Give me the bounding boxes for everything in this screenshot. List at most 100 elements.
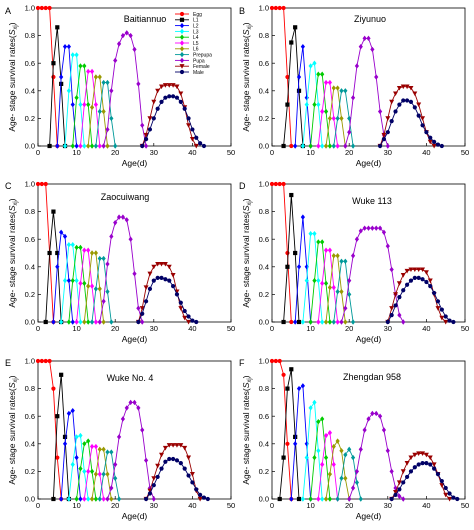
data-point [178,443,184,448]
series-l3 [59,242,83,325]
data-point [347,129,352,135]
data-point [389,468,394,475]
data-point [86,68,91,75]
data-point [404,84,410,90]
chart-panel-b: 0 10 20 30 40 50 0.0 0.2 0.4 0.6 0.8 1.0 Age(d) Age- … [239,4,469,168]
data-point [377,413,383,419]
series-line [60,409,81,500]
data-point [393,91,399,97]
data-point [397,487,402,492]
data-point [151,483,156,488]
data-point [182,445,188,451]
y-tick-label: 1.0 [25,180,35,189]
data-point [385,448,390,454]
chart-panel-c: 0 10 20 30 40 50 0.0 0.2 0.4 0.6 0.8 1.0 Age(d) Age- … [5,180,235,344]
series-l1 [43,209,64,325]
plot-frame [37,7,232,147]
series-l5 [82,443,106,502]
data-point [136,319,141,325]
data-point [159,99,164,104]
data-point [423,270,429,275]
data-point [109,496,114,502]
data-point [97,286,102,292]
data-point [393,492,398,497]
data-point [447,491,452,496]
data-point [97,319,102,325]
data-point [350,485,356,491]
data-point [70,319,75,325]
data-point [320,108,325,115]
data-point [105,126,110,133]
data-point [350,454,356,461]
series-prepupa [93,79,118,149]
data-point [343,258,348,264]
panel-title: Wuke 113 [352,196,392,206]
data-point [101,298,106,304]
chart-panel-f: 0 10 20 30 40 50 0.0 0.2 0.4 0.6 0.8 1.0 Age(d) Age- … [239,357,469,521]
y-tick-label: 1.0 [259,357,269,366]
data-point [296,496,302,502]
legend-label: Male [193,70,204,76]
data-point [113,475,118,481]
data-point [320,496,325,502]
data-point [293,441,298,447]
data-point [424,279,429,285]
data-point [182,308,187,314]
data-point [128,399,133,406]
data-point [443,485,448,491]
data-point [74,319,79,325]
series-pupa [101,30,149,149]
series-male [136,275,199,325]
data-point [312,230,317,237]
data-point [320,143,325,149]
data-point [316,277,321,284]
series-l6 [323,438,352,502]
data-point [170,83,176,88]
data-point [405,98,410,103]
data-point [194,487,199,492]
panel-letter: A [5,6,11,16]
data-point [66,242,71,248]
data-point [293,143,298,149]
data-point [389,99,395,105]
data-point [339,448,344,454]
data-point [308,496,313,502]
legend-label: Pupa [193,58,205,64]
data-point [443,492,449,498]
data-point [35,181,41,187]
y-tick-label: 0.6 [25,59,35,68]
series-line [52,231,74,323]
data-point [66,319,71,325]
legend-marker [179,57,185,64]
data-point [82,319,87,325]
data-point [277,496,282,502]
data-point [281,455,286,460]
series-l3 [62,52,87,149]
data-point [347,446,352,453]
series-l6 [82,250,106,325]
y-tick-label: 0.0 [259,495,269,504]
data-point [89,443,95,450]
data-point [70,277,75,284]
data-point [171,456,176,462]
data-point [166,443,172,448]
data-point [167,94,172,99]
data-point [439,307,444,312]
data-point [312,277,317,284]
series-female [135,261,192,325]
data-point [393,485,398,491]
panel-letter: C [5,181,12,191]
data-point [159,466,164,471]
series-line [337,448,362,500]
y-tick-label: 0.2 [25,114,35,123]
data-point [70,242,75,248]
data-point [55,25,60,30]
y-tick-label: 0.8 [259,31,269,40]
x-tick-label: 20 [111,148,119,157]
data-point [300,496,305,502]
series-egg [35,358,64,502]
x-tick-label: 30 [384,324,392,333]
data-point [109,233,114,240]
data-point [139,306,145,311]
data-point [339,88,344,94]
